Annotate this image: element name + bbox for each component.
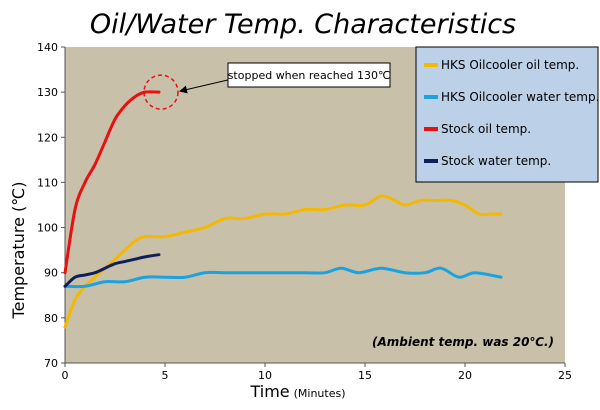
hks-water-temp-line: [63, 266, 503, 289]
y-axis-ticks: 70 80 90 100 110 120 130 140: [37, 41, 65, 370]
y-tick-label: 140: [37, 41, 58, 54]
legend-item-stock-oil: Stock oil temp.: [424, 122, 531, 136]
y-tick-label: 100: [37, 222, 58, 235]
callout-arrow: [179, 78, 233, 94]
callout-circle: [143, 74, 179, 110]
callout-text: stopped when reached 130℃: [228, 69, 391, 82]
x-axis-label-main: Time: [249, 382, 289, 401]
legend-item-stock-water: Stock water temp.: [424, 154, 551, 168]
y-tick-label: 110: [37, 176, 58, 189]
y-tick-label: 70: [44, 357, 58, 370]
y-tick-label: 120: [37, 131, 58, 144]
chart-title: Oil/Water Temp. Characteristics: [90, 9, 516, 40]
y-axis-label: Temperature (℃): [9, 182, 28, 320]
x-tick-label: 20: [458, 369, 472, 382]
stock-oil-temp-line: [63, 90, 161, 275]
legend-label: Stock water temp.: [441, 154, 551, 168]
legend-item-hks-oil: HKS Oilcooler oil temp.: [424, 58, 579, 72]
x-tick-label: 10: [258, 369, 272, 382]
legend-label: Stock oil temp.: [441, 122, 531, 136]
legend-box: [415, 46, 599, 183]
legend-label: HKS Oilcooler water temp.: [441, 90, 599, 104]
legend-item-hks-water: HKS Oilcooler water temp.: [424, 90, 599, 104]
x-tick-label: 25: [558, 369, 572, 382]
x-axis-label: Time (Minutes): [249, 382, 345, 401]
x-tick-label: 5: [162, 369, 169, 382]
legend: HKS Oilcooler oil temp. HKS Oilcooler wat…: [415, 46, 599, 183]
x-tick-label: 15: [358, 369, 372, 382]
x-axis-label-unit: (Minutes): [294, 387, 346, 400]
stock-water-temp-line: [63, 253, 161, 288]
series-lines: [63, 90, 503, 329]
axes: [64, 47, 565, 364]
x-axis-ticks: 0 5 10 15 20 25: [62, 363, 572, 382]
callout-box: [227, 62, 391, 88]
y-tick-label: 130: [37, 86, 58, 99]
ambient-note: (Ambient temp. was 20℃.): [372, 335, 554, 349]
callout: stopped when reached 130℃: [143, 62, 391, 110]
legend-label: HKS Oilcooler oil temp.: [441, 58, 579, 72]
x-tick-label: 0: [62, 369, 69, 382]
hks-oil-temp-line: [63, 194, 503, 329]
y-tick-label: 80: [44, 312, 58, 325]
y-tick-label: 90: [44, 267, 58, 280]
